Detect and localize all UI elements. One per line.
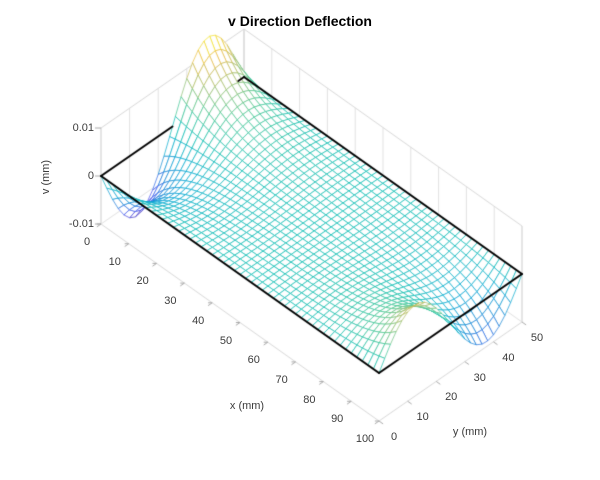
z-axis-label: v (mm) (40, 159, 52, 195)
z-tick-label: 0 (87, 170, 94, 182)
x-axis-label: x (mm) (229, 400, 265, 412)
x-tick-label: 100 (355, 433, 375, 445)
y-tick-label: 50 (530, 332, 544, 344)
x-tick-label: 80 (303, 393, 316, 406)
y-axis-label: y (mm) (452, 426, 488, 438)
x-tick-label: 30 (164, 295, 177, 308)
y-tick-label: 10 (416, 411, 429, 424)
y-tick-label: 0 (390, 431, 398, 443)
x-tick-label: 0 (83, 236, 91, 248)
x-tick-label: 10 (108, 255, 121, 268)
y-tick-label: 20 (445, 391, 458, 404)
x-tick-label: 50 (219, 334, 233, 347)
x-tick-label: 40 (192, 314, 205, 327)
z-tick-label: -0.01 (68, 218, 94, 230)
y-tick-label: 40 (502, 351, 515, 364)
x-tick-label: 20 (136, 275, 149, 288)
z-tick-label: 0.01 (72, 122, 94, 134)
x-tick-label: 90 (331, 413, 344, 426)
x-tick-label: 70 (275, 373, 288, 386)
chart-title: v Direction Deflection (228, 13, 372, 29)
y-tick-label: 30 (473, 371, 486, 384)
x-tick-label: 60 (247, 354, 260, 367)
